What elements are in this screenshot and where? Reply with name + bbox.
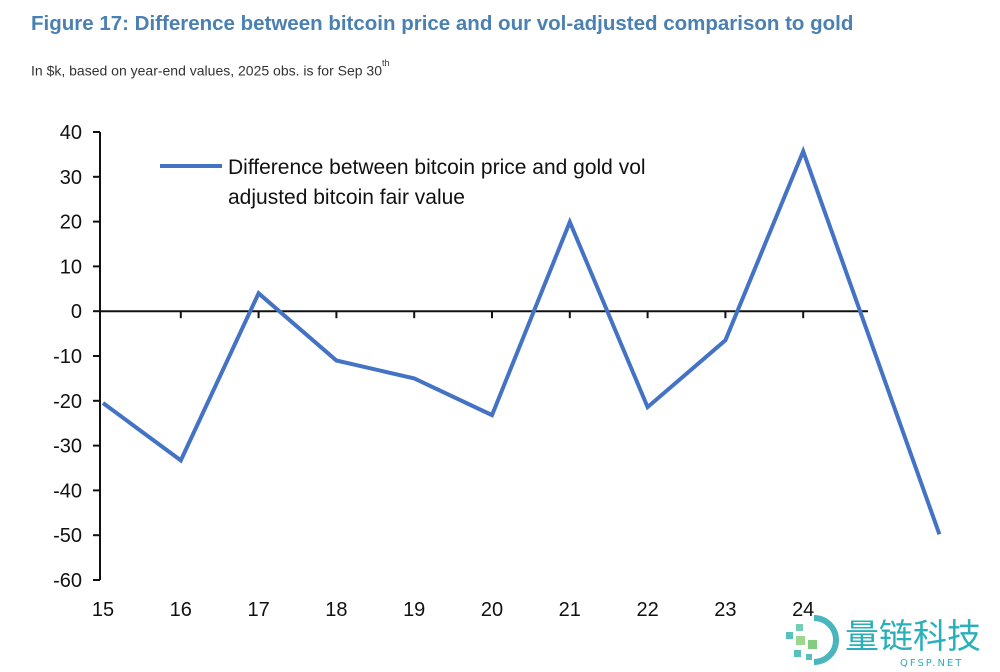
y-tick-label: 0 (71, 301, 82, 323)
y-tick-label: 30 (60, 167, 82, 189)
axes (93, 131, 868, 581)
legend: Difference between bitcoin price and gol… (160, 156, 646, 209)
y-tick-label: -60 (53, 570, 82, 592)
logo-mark-icon (786, 615, 839, 665)
y-tick-label: -20 (53, 391, 82, 413)
x-tick-label: 17 (247, 599, 269, 621)
x-tick-label: 20 (481, 599, 503, 621)
x-tick-label: 16 (170, 599, 192, 621)
subtitle-text: In $k, based on year-end values, 2025 ob… (31, 62, 383, 79)
x-tick-label: 21 (559, 599, 581, 621)
y-tick-label: -30 (53, 436, 82, 458)
x-tick-label: 15 (92, 599, 114, 621)
y-tick-label: 40 (60, 122, 82, 144)
x-tick-label: 22 (636, 599, 658, 621)
chart-title: Figure 17: Difference between bitcoin pr… (31, 12, 854, 35)
tick-labels: 40 30 20 10 0 -10 -20 -30 -40 -50 -60 15 16 17 18 19 20 2… (53, 122, 814, 621)
x-tick-label: 23 (714, 599, 736, 621)
y-tick-label: 10 (60, 256, 82, 278)
legend-label-line-1: Difference between bitcoin price and gol… (228, 156, 646, 179)
legend-label-line-2: adjusted bitcoin fair value (228, 186, 465, 209)
watermark-text: 量链科技 (845, 617, 981, 657)
y-tick-label: -10 (53, 346, 82, 368)
watermark-logo: 量链科技 QFSP.NET (786, 615, 981, 669)
watermark-sub: QFSP.NET (900, 658, 963, 669)
x-tick-label: 18 (325, 599, 347, 621)
y-tick-label: -40 (53, 480, 82, 502)
x-tick-label: 24 (792, 599, 814, 621)
chart-subtitle: In $k, based on year-end values, 2025 ob… (31, 58, 390, 79)
x-tick-label: 19 (403, 599, 425, 621)
series (101, 145, 942, 535)
y-tick-label: 20 (60, 212, 82, 234)
y-tick-label: -50 (53, 525, 82, 547)
subtitle-superscript: th (382, 58, 390, 68)
